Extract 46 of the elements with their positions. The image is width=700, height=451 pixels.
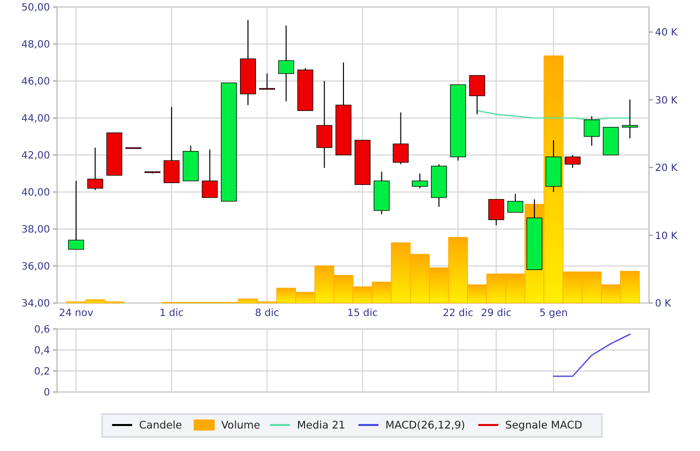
y2-tick-label: 30 K bbox=[655, 95, 678, 106]
y-tick-label: 0,6 bbox=[34, 324, 50, 336]
legend-label: Media 21 bbox=[297, 420, 346, 432]
candlestick bbox=[412, 173, 428, 189]
y-tick-label: 36,00 bbox=[21, 262, 50, 272]
candlestick bbox=[164, 106, 180, 184]
candlestick bbox=[68, 180, 84, 250]
legend-label: Candele bbox=[139, 420, 182, 432]
y-tick-label: 50,00 bbox=[21, 2, 50, 14]
y-tick-label: 42,00 bbox=[21, 150, 50, 162]
candlestick bbox=[507, 193, 524, 213]
y-tick-label: 44,00 bbox=[21, 114, 50, 124]
y-tick-label: 40,00 bbox=[21, 188, 50, 198]
y-tick-label: 38,00 bbox=[21, 224, 50, 236]
y2-tick-label: 10 K bbox=[655, 230, 678, 242]
candlestick bbox=[488, 198, 504, 226]
y-tick-label: 48,00 bbox=[21, 40, 50, 50]
candlestick bbox=[202, 148, 218, 198]
x-tick-label: 8 dic bbox=[254, 308, 280, 319]
y-tick-label: 0 bbox=[44, 388, 50, 398]
y-tick-label: 0,4 bbox=[34, 346, 50, 356]
legend-label: Volume bbox=[221, 420, 260, 432]
y-tick-label: 0,2 bbox=[34, 366, 50, 378]
candlestick bbox=[87, 147, 104, 191]
candlestick bbox=[278, 25, 294, 102]
y2-tick-label: 40 K bbox=[655, 28, 678, 39]
candlestick bbox=[564, 154, 581, 168]
y-tick-label: 34,00 bbox=[21, 298, 50, 310]
candlestick bbox=[392, 112, 409, 165]
candlestick bbox=[584, 116, 600, 146]
x-tick-label: 22 dic bbox=[442, 308, 474, 319]
candlestick bbox=[259, 73, 276, 90]
y-tick-label: 46,00 bbox=[21, 76, 50, 88]
text: MACD(26,12,9) bbox=[385, 420, 466, 432]
legend-label: Segnale MACD bbox=[505, 420, 582, 432]
y2-tick-label: 20 K bbox=[655, 163, 678, 174]
x-tick-label: 1 dic bbox=[159, 308, 184, 319]
candlestick bbox=[469, 74, 486, 115]
line-series bbox=[552, 334, 631, 377]
x-tick-label: 29 dic bbox=[480, 308, 512, 319]
x-tick-label: 5 gen bbox=[539, 308, 568, 319]
x-tick-label: 24 nov bbox=[58, 308, 94, 319]
x-tick-label: 15 dic bbox=[347, 308, 378, 319]
candlestick bbox=[316, 80, 332, 168]
candlestick bbox=[622, 99, 638, 139]
y2-tick-label: 0 K bbox=[655, 298, 672, 310]
